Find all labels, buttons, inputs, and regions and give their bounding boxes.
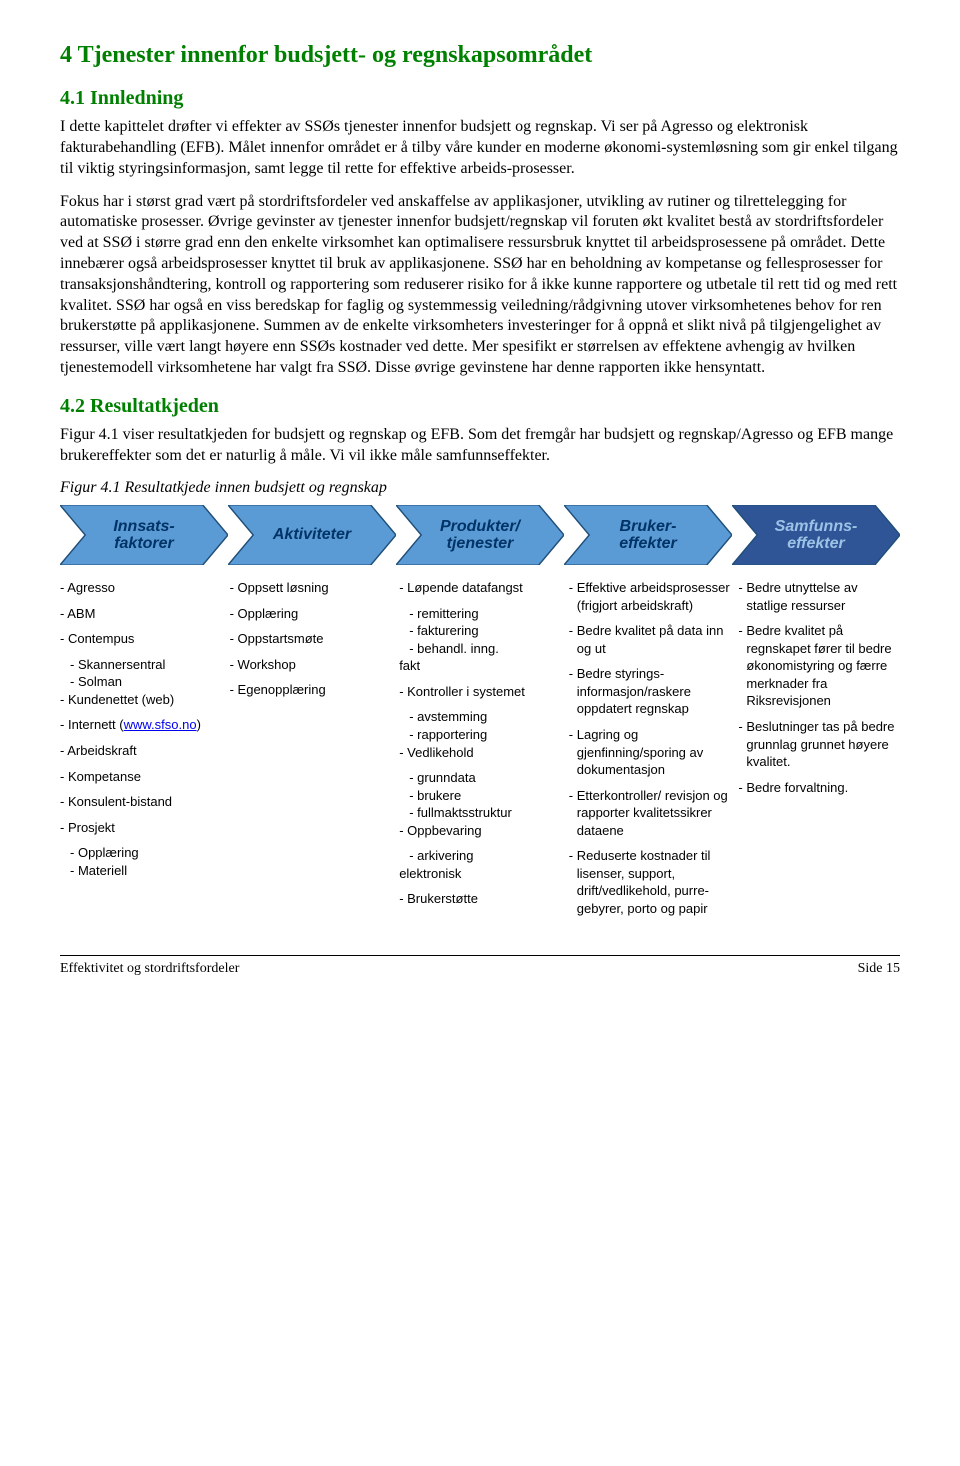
- list-sub-item: - remittering: [399, 605, 561, 623]
- column-produkter: - Løpende datafangst - remittering- faktu…: [399, 579, 561, 925]
- list-item: - Oppsett løsning: [230, 579, 392, 597]
- list-item: - Kundenettet (web): [60, 691, 222, 709]
- list-item: - Reduserte kostnader til lisenser, supp…: [569, 847, 731, 917]
- section-4-heading: 4 Tjenester innenfor budsjett- og regnsk…: [60, 40, 900, 71]
- list-item: - Bedre styrings-informasjon/raskere opp…: [569, 665, 731, 718]
- paragraph-3: Figur 4.1 viser resultatkjeden for budsj…: [60, 425, 900, 467]
- list-sub-item: - Opplæring: [60, 844, 222, 862]
- list-sub-item: - rapportering: [399, 726, 561, 744]
- list-item: - Kontroller i systemet: [399, 683, 561, 701]
- list-item: - Oppbevaring: [399, 822, 561, 840]
- flow-stage: Innsats- faktorer: [60, 505, 228, 565]
- section-4-2-heading: 4.2 Resultatkjeden: [60, 393, 900, 419]
- list-sub-item: - Materiell: [60, 862, 222, 880]
- result-chain-flow: Innsats- faktorer Aktiviteter Produkter/ t…: [60, 505, 900, 565]
- list-item: - Løpende datafangst: [399, 579, 561, 597]
- list-item: - Beslutninger tas på bedre grunnlag gru…: [738, 718, 900, 771]
- figure-4-1-caption: Figur 4.1 Resultatkjede innen budsjett o…: [60, 478, 900, 499]
- list-item: - Arbeidskraft: [60, 742, 222, 760]
- list-sub-item: - brukere: [399, 787, 561, 805]
- list-item: - Lagring og gjenfinning/sporing av doku…: [569, 726, 731, 779]
- result-chain-columns: - Agresso - ABM - Contempus - Skannersentra…: [60, 579, 900, 925]
- column-brukereffekter: - Effektive arbeidsprosesser (frigjort a…: [569, 579, 731, 925]
- list-item: - Bedre utnyttelse av statlige ressurser: [738, 579, 900, 614]
- column-innsatsfaktorer: - Agresso - ABM - Contempus - Skannersentra…: [60, 579, 222, 925]
- list-sub-item: - fullmaktsstruktur: [399, 804, 561, 822]
- list-item: - Etterkontroller/ revisjon og rapporter…: [569, 787, 731, 840]
- list-item: - Vedlikehold: [399, 744, 561, 762]
- list-item: - Effektive arbeidsprosesser (frigjort a…: [569, 579, 731, 614]
- list-sub-item: - Solman: [60, 673, 222, 691]
- list-item: - Egenopplæring: [230, 681, 392, 699]
- column-aktiviteter: - Oppsett løsning - Opplæring - Oppstartsm…: [230, 579, 392, 925]
- list-sub-item: - fakturering: [399, 622, 561, 640]
- section-4-1-heading: 4.1 Innledning: [60, 85, 900, 111]
- list-item: - Internett (www.sfso.no): [60, 716, 222, 734]
- list-trail: elektronisk: [399, 865, 561, 883]
- list-item: - Konsulent-bistand: [60, 793, 222, 811]
- list-trail: fakt: [399, 657, 561, 675]
- flow-stage-label: Samfunns- effekter: [775, 518, 858, 553]
- paragraph-2: Fokus har i størst grad vært på stordrif…: [60, 192, 900, 379]
- list-item: - Contempus: [60, 630, 222, 648]
- paragraph-1: I dette kapittelet drøfter vi effekter a…: [60, 117, 900, 179]
- flow-stage-label: Innsats- faktorer: [113, 518, 174, 553]
- list-item: - Agresso: [60, 579, 222, 597]
- list-item: - Prosjekt: [60, 819, 222, 837]
- flow-stage-label: Produkter/ tjenester: [440, 518, 520, 553]
- flow-stage-label: Bruker- effekter: [619, 518, 677, 553]
- flow-stage-label: Aktiviteter: [273, 526, 351, 544]
- list-item: - Opplæring: [230, 605, 392, 623]
- flow-stage: Produkter/ tjenester: [396, 505, 564, 565]
- footer-title: Effektivitet og stordriftsfordeler: [60, 960, 239, 978]
- list-item: - ABM: [60, 605, 222, 623]
- list-item: - Brukerstøtte: [399, 890, 561, 908]
- list-sub-item: - Skannersentral: [60, 656, 222, 674]
- list-item: - Bedre forvaltning.: [738, 779, 900, 797]
- column-samfunnseffekter: - Bedre utnyttelse av statlige ressurser…: [738, 579, 900, 925]
- list-sub-item: - behandl. inng.: [399, 640, 561, 658]
- page-footer: Effektivitet og stordriftsfordeler Side …: [60, 955, 900, 978]
- list-item: - Oppstartsmøte: [230, 630, 392, 648]
- footer-page: Side 15: [858, 960, 900, 978]
- list-sub-item: - arkivering: [399, 847, 561, 865]
- external-link[interactable]: www.sfso.no: [124, 717, 197, 732]
- list-sub-item: - avstemming: [399, 708, 561, 726]
- flow-stage: Aktiviteter: [228, 505, 396, 565]
- flow-stage: Samfunns- effekter: [732, 505, 900, 565]
- list-item: - Kompetanse: [60, 768, 222, 786]
- list-item: - Bedre kvalitet på data inn og ut: [569, 622, 731, 657]
- list-sub-item: - grunndata: [399, 769, 561, 787]
- list-item: - Bedre kvalitet på regnskapet fører til…: [738, 622, 900, 710]
- flow-stage: Bruker- effekter: [564, 505, 732, 565]
- list-item: - Workshop: [230, 656, 392, 674]
